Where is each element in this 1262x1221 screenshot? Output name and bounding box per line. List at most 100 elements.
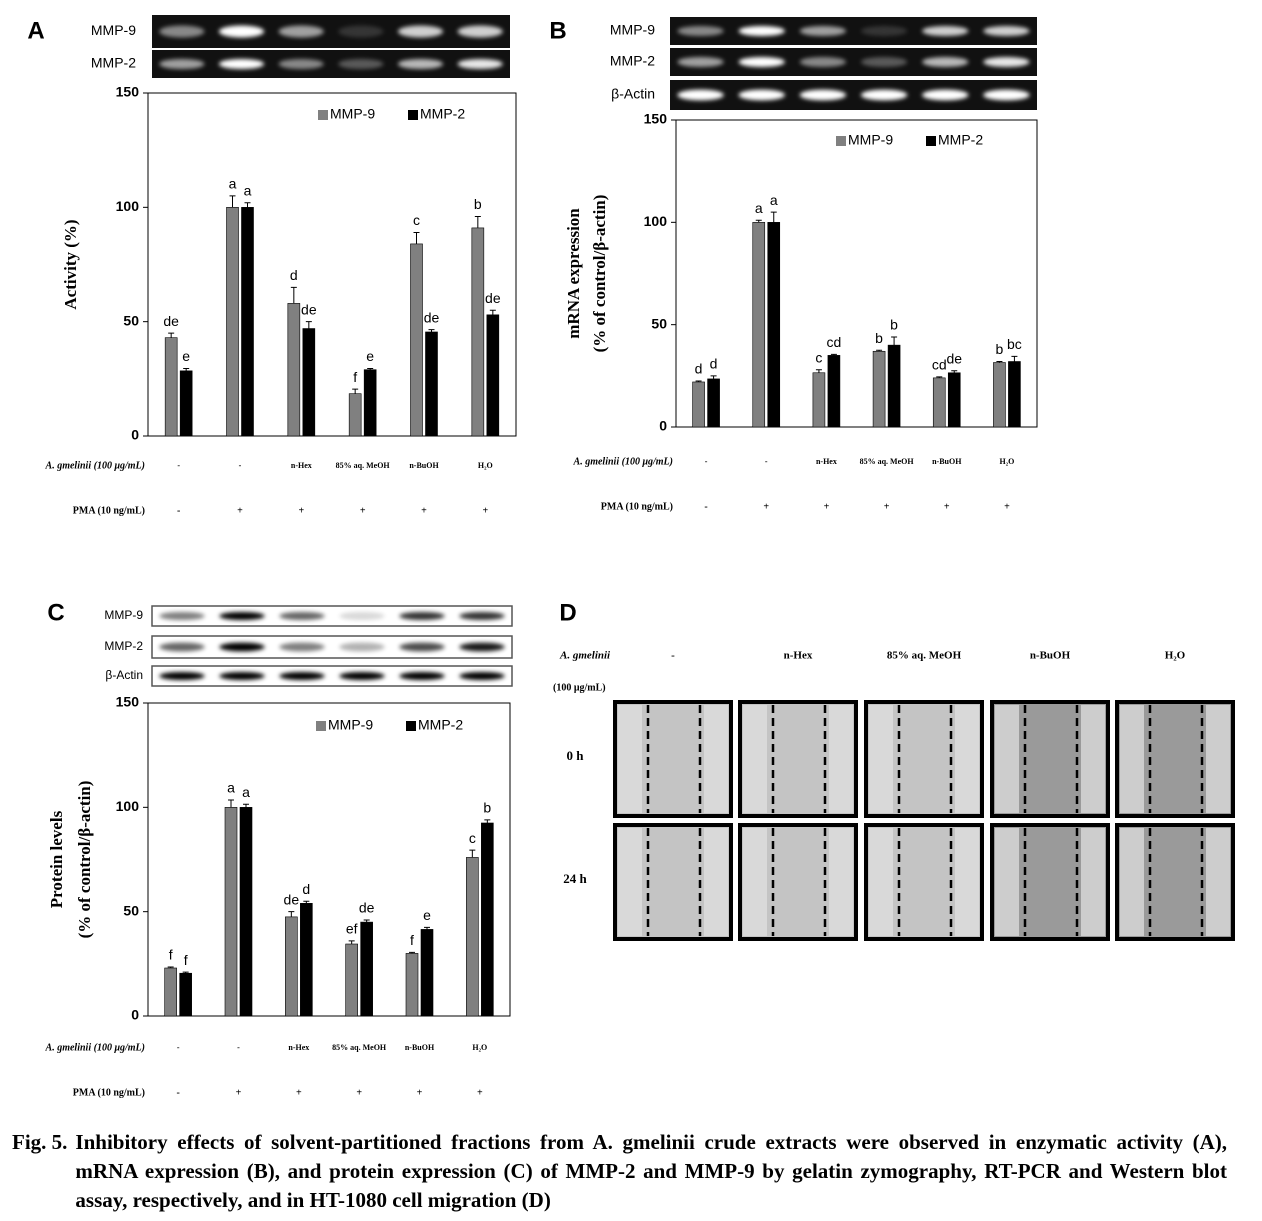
error-bar	[348, 940, 355, 945]
cell-edge	[869, 705, 893, 813]
blot-band	[738, 25, 785, 37]
significance-letter: f	[184, 952, 188, 968]
legend-swatch	[318, 110, 328, 120]
error-bar	[936, 376, 943, 378]
y-tick-label: 100	[116, 798, 140, 814]
legend-label: MMP-9	[848, 132, 893, 148]
bar	[872, 350, 886, 428]
blot-band	[339, 642, 385, 652]
blot-band	[399, 672, 445, 680]
blot-band	[860, 25, 908, 37]
panel-label: D	[559, 599, 576, 626]
bar	[420, 929, 434, 1017]
legend-swatch	[316, 721, 326, 731]
cell-edge	[955, 828, 979, 936]
significance-letter: a	[227, 780, 235, 796]
significance-letter: d	[695, 361, 703, 377]
bar	[993, 362, 1006, 428]
error-bar	[424, 926, 430, 930]
blot-band	[338, 58, 384, 70]
blot-band	[397, 25, 444, 38]
blot-label: MMP-9	[610, 22, 655, 38]
row-label: 24 h	[563, 871, 587, 886]
error-bar	[182, 971, 189, 974]
cell-edge	[829, 705, 853, 813]
significance-letter: c	[815, 349, 822, 365]
blot-band	[922, 89, 969, 101]
legend-label: MMP-2	[420, 106, 465, 122]
legend-label: MMP-9	[328, 717, 373, 733]
blot-band	[338, 25, 384, 38]
significance-letter: ef	[346, 921, 358, 937]
condition-label: A. gmelinii (100 μg/mL)	[573, 456, 673, 467]
cell-edge	[618, 828, 642, 936]
bar	[410, 243, 423, 437]
legend-swatch	[836, 136, 846, 146]
blot-band	[218, 58, 265, 70]
bar	[827, 355, 841, 428]
error-bar	[710, 375, 717, 379]
y-axis-label: (% of control/β-actin)	[75, 781, 94, 939]
pma-label: +	[824, 501, 830, 512]
error-bar	[288, 911, 295, 917]
error-bar	[305, 321, 312, 329]
bar	[345, 943, 358, 1017]
pma-label: +	[298, 505, 304, 516]
significance-letter: d	[302, 881, 310, 897]
pma-label: +	[763, 501, 769, 512]
error-bar	[243, 803, 249, 808]
blot-band	[459, 642, 505, 652]
bar	[226, 207, 239, 437]
blot-band	[397, 58, 444, 70]
error-bar	[409, 951, 415, 954]
bar	[481, 822, 494, 1017]
blot-band	[159, 58, 205, 70]
cell-edge	[743, 705, 767, 813]
y-tick-label: 0	[659, 418, 667, 434]
legend-swatch	[406, 721, 416, 731]
bar	[239, 807, 253, 1017]
pma-label: +	[421, 505, 427, 516]
significance-letter: f	[410, 932, 414, 948]
error-bar	[1011, 355, 1018, 362]
bar	[947, 372, 961, 428]
blot-band	[159, 25, 205, 38]
x-tick-label: n-BuOH	[405, 1043, 435, 1052]
column-label: n-Hex	[784, 650, 813, 662]
error-bar	[363, 919, 370, 923]
error-bar	[891, 336, 898, 346]
legend-swatch	[926, 136, 936, 146]
blot-label: β-Actin	[105, 668, 143, 682]
bar	[692, 381, 705, 428]
x-tick-label: n-BuOH	[932, 457, 962, 466]
significance-letter: e	[182, 348, 190, 364]
plot-frame	[147, 702, 511, 1017]
error-bar	[228, 799, 234, 808]
error-bar	[167, 966, 174, 969]
cell-edge	[1206, 828, 1230, 936]
significance-letter: de	[301, 301, 317, 317]
y-axis-label: Protein levels	[47, 810, 66, 908]
bar	[287, 303, 301, 437]
bar	[285, 916, 298, 1017]
x-tick-label: -	[177, 1043, 180, 1052]
significance-letter: de	[424, 309, 440, 325]
significance-letter: d	[290, 267, 298, 283]
blot-band	[159, 672, 205, 680]
legend-label: MMP-9	[330, 106, 375, 122]
y-tick-label: 150	[116, 84, 140, 100]
blot-image	[152, 50, 510, 78]
x-tick-label: H₂O	[999, 457, 1014, 466]
pma-label: -	[176, 1087, 179, 1098]
blot-band	[983, 56, 1030, 68]
error-bar	[489, 309, 496, 315]
y-tick-label: 0	[131, 1007, 139, 1023]
blot-band	[677, 89, 724, 101]
blot-band	[279, 612, 325, 620]
significance-letter: cd	[932, 357, 947, 373]
error-bar	[876, 349, 883, 352]
blot-band	[159, 612, 205, 620]
error-bar	[303, 900, 310, 904]
blot-band	[399, 612, 445, 620]
blot-image	[152, 15, 510, 48]
